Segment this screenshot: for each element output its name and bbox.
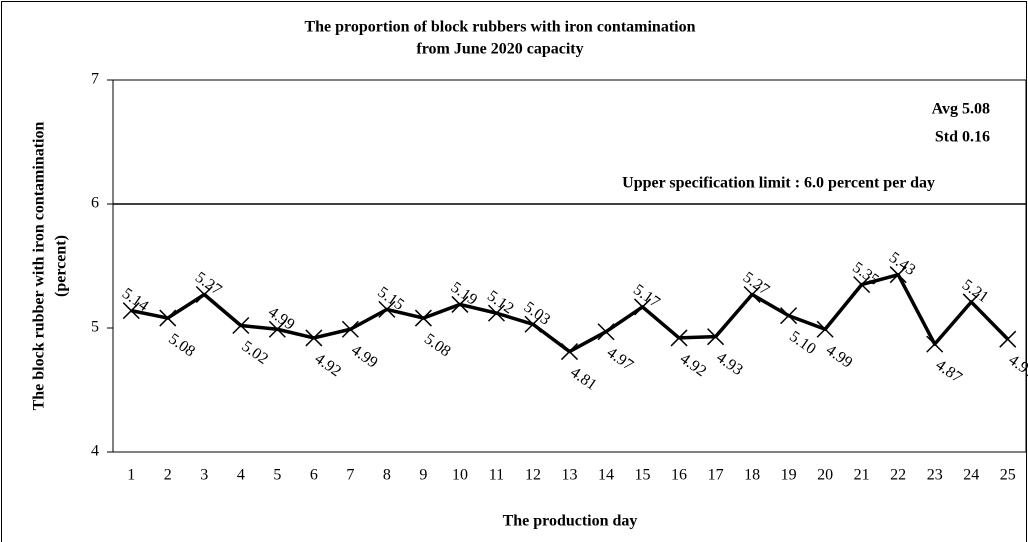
data-label: 4.92 (677, 350, 710, 380)
marker (195, 285, 213, 304)
y-tick-label: 5 (91, 319, 99, 336)
y-tick-label: 6 (91, 195, 99, 212)
marker (889, 266, 907, 284)
data-label: 5.43 (886, 249, 919, 279)
data-label: 5.08 (165, 330, 198, 360)
marker (560, 343, 579, 361)
series-line (130, 272, 1009, 354)
chart-title: The proportion of block rubbers with iro… (304, 19, 695, 36)
marker (341, 320, 359, 338)
data-label: 5.27 (740, 269, 773, 299)
marker (487, 304, 505, 322)
x-axis-label: The production day (503, 513, 638, 530)
marker (232, 316, 250, 335)
y-axis-label: The block rubber with iron contamination (31, 122, 48, 411)
marker (378, 300, 396, 318)
marker (962, 293, 980, 311)
marker (743, 285, 761, 304)
x-tick-label: 19 (781, 467, 797, 484)
x-tick-label: 6 (310, 467, 318, 484)
x-tick-label: 9 (419, 467, 427, 484)
marker (780, 307, 798, 325)
marker (999, 330, 1017, 348)
x-tick-label: 15 (635, 467, 651, 484)
data-label: 4.87 (932, 356, 965, 386)
x-tick-label: 13 (562, 467, 578, 484)
annotation: Avg 5.08 (932, 101, 990, 118)
data-label: 5.21 (959, 276, 992, 306)
annotation: Std 0.16 (935, 129, 990, 146)
y-tick-label: 7 (91, 71, 99, 88)
data-label: 4.92 (311, 350, 344, 380)
marker (159, 309, 177, 327)
x-tick-label: 23 (927, 467, 943, 484)
data-label: 5.10 (786, 328, 819, 358)
marker (597, 323, 615, 341)
marker (853, 276, 871, 294)
x-tick-label: 5 (273, 467, 281, 484)
marker (926, 335, 944, 353)
marker (816, 320, 834, 338)
data-label: 5.08 (421, 330, 454, 360)
x-tick-label: 7 (346, 467, 354, 484)
x-tick-label: 4 (237, 467, 245, 484)
marker (305, 329, 323, 347)
data-label: 5.03 (521, 299, 554, 329)
data-label: 4.99 (348, 342, 381, 372)
x-tick-label: 14 (598, 467, 614, 484)
data-label: 4.91 (1005, 352, 1028, 382)
x-tick-label: 25 (1000, 467, 1016, 484)
marker (670, 329, 688, 347)
x-tick-label: 3 (200, 467, 208, 484)
x-tick-label: 8 (383, 467, 391, 484)
x-tick-label: 17 (708, 467, 724, 484)
x-tick-label: 2 (164, 467, 172, 484)
x-tick-label: 12 (525, 467, 541, 484)
data-label: 5.02 (238, 338, 271, 368)
x-tick-label: 1 (127, 467, 135, 484)
x-tick-label: 20 (817, 467, 833, 484)
chart-title: from June 2020 capacity (416, 41, 583, 58)
marker (524, 315, 542, 333)
data-label: 4.81 (567, 364, 600, 394)
marker (707, 328, 725, 346)
marker (122, 302, 140, 320)
annotation: Upper specification limit : 6.0 percent … (622, 175, 935, 192)
data-label: 5.27 (192, 269, 225, 299)
data-label: 5.17 (630, 281, 663, 311)
y-tick-label: 4 (91, 443, 99, 460)
x-tick-label: 18 (744, 467, 760, 484)
data-label: 4.97 (604, 344, 637, 374)
marker (451, 295, 469, 313)
marker (414, 309, 432, 327)
x-tick-label: 21 (854, 467, 870, 484)
x-tick-label: 10 (452, 467, 468, 484)
x-tick-label: 11 (489, 467, 504, 484)
marker (268, 320, 286, 338)
data-label: 4.99 (823, 342, 856, 372)
x-tick-label: 22 (890, 467, 906, 484)
y-axis-label: (percent) (53, 235, 70, 297)
marker (634, 298, 652, 316)
data-label: 4.93 (713, 349, 746, 379)
x-tick-label: 24 (963, 467, 979, 484)
x-tick-label: 16 (671, 467, 687, 484)
plot-area (112, 79, 1027, 453)
